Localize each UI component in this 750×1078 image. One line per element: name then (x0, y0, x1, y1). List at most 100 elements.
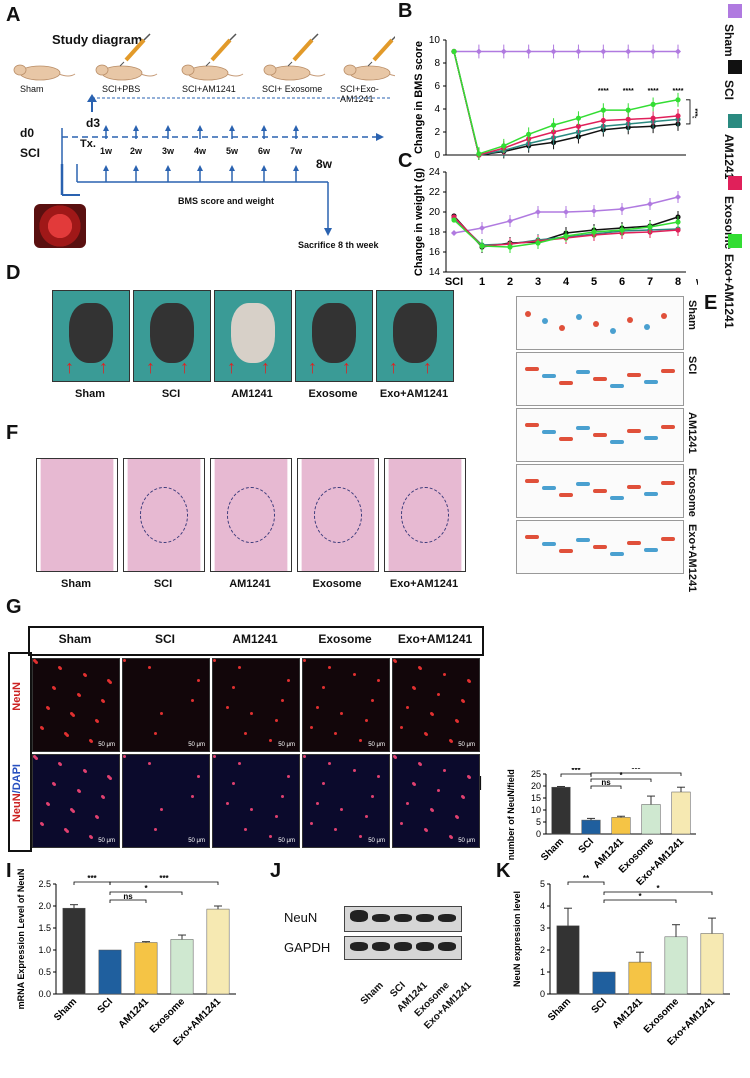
fluorescence-panel: Sham 50 μm 50 μm SCI 50 μm 50 μm AM1241 50 μm 50… (8, 626, 484, 852)
footprint-mark (576, 482, 590, 486)
y-tick-label: 14 (429, 267, 441, 278)
x-tick-label: 6 (619, 276, 625, 288)
data-point (625, 107, 631, 113)
x-tick-label: SCI (577, 836, 597, 856)
arrow-icon: ↑ (342, 357, 351, 377)
y-tick-label: 1.0 (38, 945, 51, 955)
data-point (507, 218, 513, 224)
mouse-body (69, 303, 113, 363)
y-axis-label: NeuN expression level (512, 891, 522, 987)
week-label: 5w (226, 146, 239, 156)
stain-label-box (8, 652, 32, 852)
footprint-mark (559, 325, 565, 331)
footprint-mark (593, 321, 599, 327)
panel-label-c: C (398, 150, 413, 172)
data-point (575, 115, 582, 121)
footprint-mark (542, 318, 548, 324)
study-d3: d3 (86, 116, 101, 130)
neun-image: 50 μm (122, 658, 210, 752)
bar (206, 908, 230, 995)
footprint-mark (610, 552, 624, 556)
group-label: Sham (20, 84, 44, 94)
syringe-icon (287, 33, 319, 67)
blot-band-neun (438, 914, 456, 922)
legend-swatch (728, 114, 742, 128)
x-tick-label: 2 (526, 159, 532, 160)
mouse-photos: ↑ ↑ Sham ↑ ↑ SCI ↑ ↑ AM1241 ↑ ↑ Exosome ↑ ↑ Exo+AM1241 (52, 290, 456, 410)
data-point (575, 123, 582, 129)
group-label: SCI+PBS (102, 84, 141, 94)
fluor-group-label: Exo+AM1241 (397, 632, 473, 646)
week-label: 7w (290, 146, 303, 156)
x-tick-label: 1 (501, 159, 507, 160)
x-tick-label: 4 (575, 159, 582, 160)
significance-bracket (567, 881, 605, 885)
footprint-mark (627, 373, 641, 377)
data-point (650, 101, 656, 107)
he-section (210, 458, 292, 572)
study-diagram: Study diagram d0 d3 Tx. SCI 8w BMS score… (0, 0, 395, 260)
y-tick-label: 5 (540, 879, 545, 889)
significance-marker: **** (673, 88, 684, 95)
week-label: 2w (130, 146, 143, 156)
x-tick-label: Sham (546, 996, 573, 1023)
footprint-row (516, 408, 684, 462)
significance-marker: * (656, 884, 660, 893)
week-label: 4w (194, 146, 207, 156)
study-sci: SCI (20, 146, 41, 160)
mouse-photo: ↑ ↑ (133, 290, 211, 382)
footprint-mark (627, 317, 633, 323)
lesion-outline (140, 487, 188, 543)
bar (664, 936, 688, 995)
footprint-mark (525, 423, 539, 427)
panel-label-j: J (270, 860, 282, 882)
data-point (625, 116, 631, 122)
mouse-photo-label: Exosome (308, 388, 358, 400)
y-tick-label: 0.0 (38, 989, 51, 999)
study-sacrifice: Sacrifice 8 th week (298, 240, 379, 250)
week-label: 1w (100, 146, 113, 156)
arrow-icon: ↑ (99, 357, 108, 377)
study-title: Study diagram (52, 32, 143, 47)
study-8w: 8w (316, 157, 333, 171)
y-tick-label: 25 (531, 769, 541, 779)
study-d0: d0 (20, 126, 35, 140)
series-line (453, 51, 679, 155)
mouse-icon (343, 64, 395, 81)
y-tick-label: 20 (429, 207, 441, 218)
data-point (525, 48, 532, 55)
bar (671, 791, 691, 835)
footprint-mark (610, 328, 616, 334)
footprint-mark (661, 313, 667, 319)
significance-marker: *** (695, 108, 698, 116)
footprint-mark (542, 430, 556, 434)
mouse-photo-label: Sham (75, 388, 105, 400)
data-point (625, 48, 632, 55)
footprint-label: AM1241 (686, 412, 698, 454)
x-tick-label: Sham (52, 996, 79, 1023)
footprint-panel: Sham SCI AM1241 Exosome Exo+AM1241 (516, 296, 712, 592)
data-point (479, 243, 485, 249)
he-label: Sham (61, 578, 91, 590)
bar (628, 961, 652, 995)
data-point (619, 206, 625, 212)
study-bms: BMS score and weight (178, 196, 275, 206)
footprint-mark (542, 374, 556, 378)
neun-image: 50 μm (302, 658, 390, 752)
y-tick-label: 0 (434, 150, 440, 160)
blot-band-gapdh (394, 942, 412, 951)
significance-marker: * (144, 884, 148, 893)
footprint-label: Exosome (686, 468, 698, 517)
y-tick-label: 2 (434, 127, 440, 138)
legend-swatch (728, 176, 742, 190)
stain-dapi-part: /DAPI (11, 764, 23, 794)
legend-label: SCI (722, 80, 736, 101)
group-header-box (28, 626, 484, 656)
scale-bar-label: 50 μm (188, 838, 205, 844)
mouse-photo: ↑ ↑ (52, 290, 130, 382)
bar (641, 804, 661, 835)
mouse-photo: ↑ ↑ (214, 290, 292, 382)
y-axis-label: number of NeuN/field mm² (506, 768, 516, 860)
spinal-injury-photo (34, 204, 86, 248)
